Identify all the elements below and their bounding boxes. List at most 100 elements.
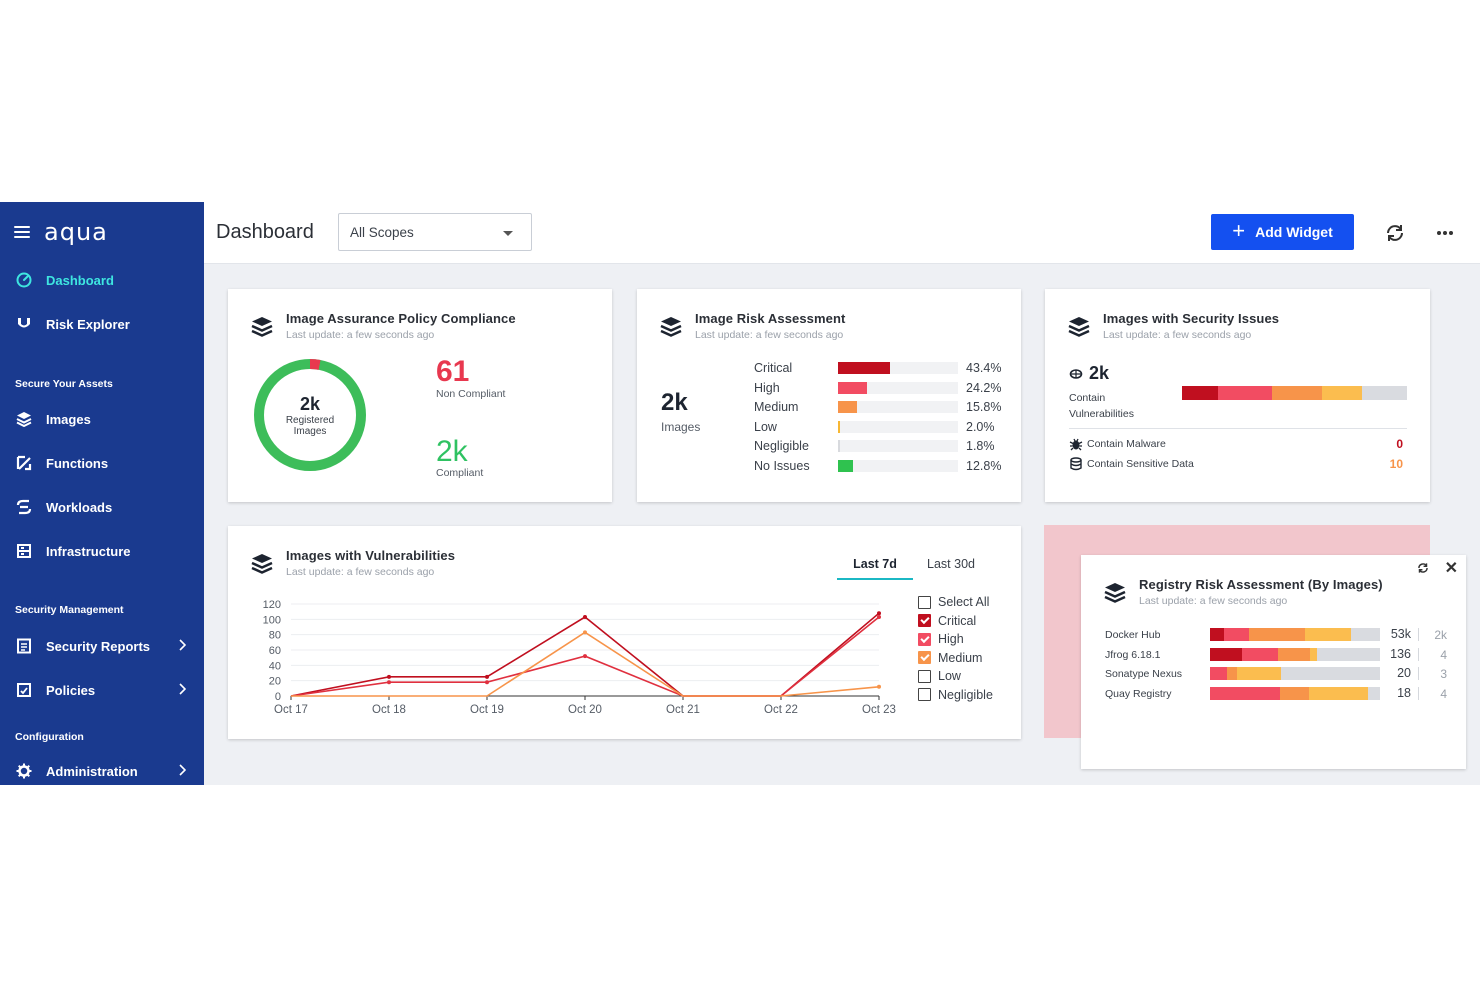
risk-row-high[interactable]: High 24.2% bbox=[754, 380, 1014, 396]
divider bbox=[1069, 428, 1407, 429]
legend-item-negligible[interactable]: Negligible bbox=[918, 688, 993, 702]
registry-bar-segment bbox=[1368, 686, 1380, 700]
risk-row-negligible[interactable]: Negligible 1.8% bbox=[754, 438, 1014, 454]
registry-risk-widget[interactable]: ✕ Registry Risk Assessment (By Images) L… bbox=[1081, 555, 1466, 769]
gear-icon bbox=[15, 762, 33, 780]
legend-item-critical[interactable]: Critical bbox=[918, 614, 976, 628]
legend-item-medium[interactable]: Medium bbox=[918, 651, 982, 665]
sidebar-item-infrastructure[interactable]: Infrastructure bbox=[0, 536, 204, 566]
sidebar-item-functions[interactable]: Functions bbox=[0, 448, 204, 478]
data-point[interactable] bbox=[387, 674, 391, 679]
data-point[interactable] bbox=[485, 680, 489, 685]
series-line-medium[interactable] bbox=[291, 631, 880, 697]
y-tick-label: 20 bbox=[269, 676, 281, 688]
registry-bar-segment bbox=[1210, 686, 1280, 700]
data-point[interactable] bbox=[387, 680, 391, 685]
risk-row-fill bbox=[838, 362, 891, 374]
sidebar-item-policies[interactable]: Policies bbox=[0, 675, 204, 705]
data-point[interactable] bbox=[583, 615, 587, 620]
registry-row[interactable]: Docker Hub 53k 2k bbox=[1105, 627, 1447, 643]
refresh-icon[interactable] bbox=[1383, 221, 1407, 245]
registry-bar-segment bbox=[1351, 628, 1380, 641]
registry-bar-segment bbox=[1310, 647, 1318, 661]
risk-row-no-issues[interactable]: No Issues 12.8% bbox=[754, 458, 1014, 474]
legend-item-low[interactable]: Low bbox=[918, 669, 961, 683]
data-point[interactable] bbox=[877, 615, 881, 620]
images-stack-icon bbox=[15, 410, 33, 428]
checkbox-unchecked-icon[interactable] bbox=[918, 688, 931, 701]
severity-bar-segment bbox=[1362, 386, 1407, 400]
x-tick-label: Oct 18 bbox=[372, 704, 406, 716]
hamburger-menu-icon[interactable] bbox=[14, 226, 30, 238]
add-widget-label: Add Widget bbox=[1255, 224, 1333, 240]
vulnerabilities-line-chart[interactable]: 0 20 40 60 80 100 120 Oct 17 Oct 18 Oct 19 Oct 20 O… bbox=[246, 594, 926, 724]
legend-item-high[interactable]: High bbox=[918, 632, 964, 646]
aqua-logo[interactable]: aqua bbox=[44, 218, 108, 246]
checkbox-unchecked-icon[interactable] bbox=[918, 669, 931, 683]
registry-row[interactable]: Sonatype Nexus 20 3 bbox=[1105, 666, 1447, 682]
brand: aqua bbox=[14, 218, 108, 246]
legend-item-select-all[interactable]: Select All bbox=[918, 595, 989, 609]
registry-risk-bar bbox=[1210, 628, 1380, 641]
sensitive-data-row[interactable]: Contain Sensitive Data 10 bbox=[1069, 456, 1407, 472]
vulnerability-bug-icon bbox=[1069, 368, 1083, 379]
compliant-count[interactable]: 2k bbox=[436, 435, 468, 468]
risk-row-critical[interactable]: Critical 43.4% bbox=[754, 360, 1014, 376]
registry-name: Jfrog 6.18.1 bbox=[1105, 648, 1161, 661]
risk-row-track bbox=[838, 440, 958, 452]
vulnerability-severity-bar[interactable] bbox=[1182, 386, 1407, 400]
malware-row[interactable]: Contain Malware 0 bbox=[1069, 436, 1407, 452]
close-icon[interactable]: ✕ bbox=[1444, 560, 1458, 577]
sidebar-item-dashboard[interactable]: Dashboard bbox=[0, 265, 204, 295]
sidebar-item-images[interactable]: Images bbox=[0, 404, 204, 434]
functions-icon bbox=[15, 454, 33, 472]
donut-total: 2k bbox=[299, 393, 321, 414]
data-point[interactable] bbox=[877, 684, 881, 689]
registry-row[interactable]: Jfrog 6.18.1 136 4 bbox=[1105, 647, 1447, 663]
card-subtitle: Last update: a few seconds ago bbox=[1139, 595, 1288, 607]
registry-bar-segment bbox=[1305, 628, 1352, 641]
registry-count: 18 bbox=[1397, 685, 1411, 700]
sidebar-item-workloads[interactable]: Workloads bbox=[0, 492, 204, 522]
sensitive-data-value: 10 bbox=[1389, 457, 1403, 471]
widget-refresh-icon[interactable] bbox=[1416, 561, 1430, 575]
tab-last-7d[interactable]: Last 7d bbox=[837, 552, 913, 580]
sidebar-item-label: Workloads bbox=[46, 499, 113, 515]
layers-stack-icon bbox=[1068, 317, 1090, 337]
risk-row-medium[interactable]: Medium 15.8% bbox=[754, 399, 1014, 415]
registry-count: 20 bbox=[1397, 666, 1411, 680]
non-compliant-count[interactable]: 61 bbox=[436, 355, 470, 388]
sidebar-item-label: Dashboard bbox=[46, 272, 114, 288]
card-subtitle: Last update: a few seconds ago bbox=[286, 329, 435, 341]
risk-total-label: Images bbox=[661, 420, 701, 434]
checkbox-checked-icon[interactable] bbox=[918, 614, 931, 627]
risk-row-label: High bbox=[754, 380, 780, 395]
sidebar-item-administration[interactable]: Administration bbox=[0, 756, 204, 785]
sidebar-item-risk-explorer[interactable]: Risk Explorer bbox=[0, 309, 204, 339]
registry-name: Docker Hub bbox=[1105, 629, 1161, 641]
checkbox-checked-icon[interactable] bbox=[918, 632, 931, 646]
sidebar-item-label: Administration bbox=[46, 763, 138, 779]
risk-row-label: Negligible bbox=[754, 439, 809, 453]
data-point[interactable] bbox=[583, 630, 587, 635]
add-widget-button[interactable]: + Add Widget bbox=[1211, 214, 1354, 250]
compliance-donut[interactable]: 2k Registered Images bbox=[252, 357, 368, 473]
card-title: Images with Security Issues bbox=[1103, 311, 1280, 326]
registry-row[interactable]: Quay Registry 18 4 bbox=[1105, 685, 1447, 702]
scope-select[interactable]: All Scopes bbox=[338, 213, 532, 251]
more-options-icon[interactable] bbox=[1433, 221, 1457, 245]
risk-row-percent: 15.8% bbox=[966, 400, 1002, 414]
risk-explorer-icon bbox=[15, 315, 33, 333]
risk-row-low[interactable]: Low 2.0% bbox=[754, 419, 1014, 435]
checkbox-checked-icon[interactable] bbox=[918, 651, 931, 664]
y-tick-label: 60 bbox=[269, 645, 281, 657]
compliant-label: Compliant bbox=[436, 467, 484, 479]
tab-last-30d[interactable]: Last 30d bbox=[927, 557, 975, 571]
checkbox-unchecked-icon[interactable] bbox=[918, 595, 931, 609]
data-point[interactable] bbox=[485, 674, 489, 679]
sidebar-item-security-reports[interactable]: Security Reports bbox=[0, 631, 204, 661]
data-point[interactable] bbox=[583, 654, 587, 659]
data-point[interactable] bbox=[877, 611, 881, 616]
x-tick-label: Oct 19 bbox=[470, 704, 504, 716]
vulnerabilities-count[interactable]: 2k bbox=[1069, 363, 1109, 384]
